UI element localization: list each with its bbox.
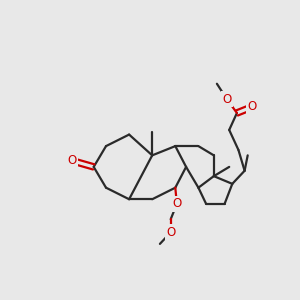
Text: O: O (222, 93, 232, 106)
Text: O: O (248, 100, 257, 113)
Text: O: O (172, 197, 182, 210)
Text: O: O (68, 154, 77, 167)
Text: O: O (166, 226, 175, 239)
